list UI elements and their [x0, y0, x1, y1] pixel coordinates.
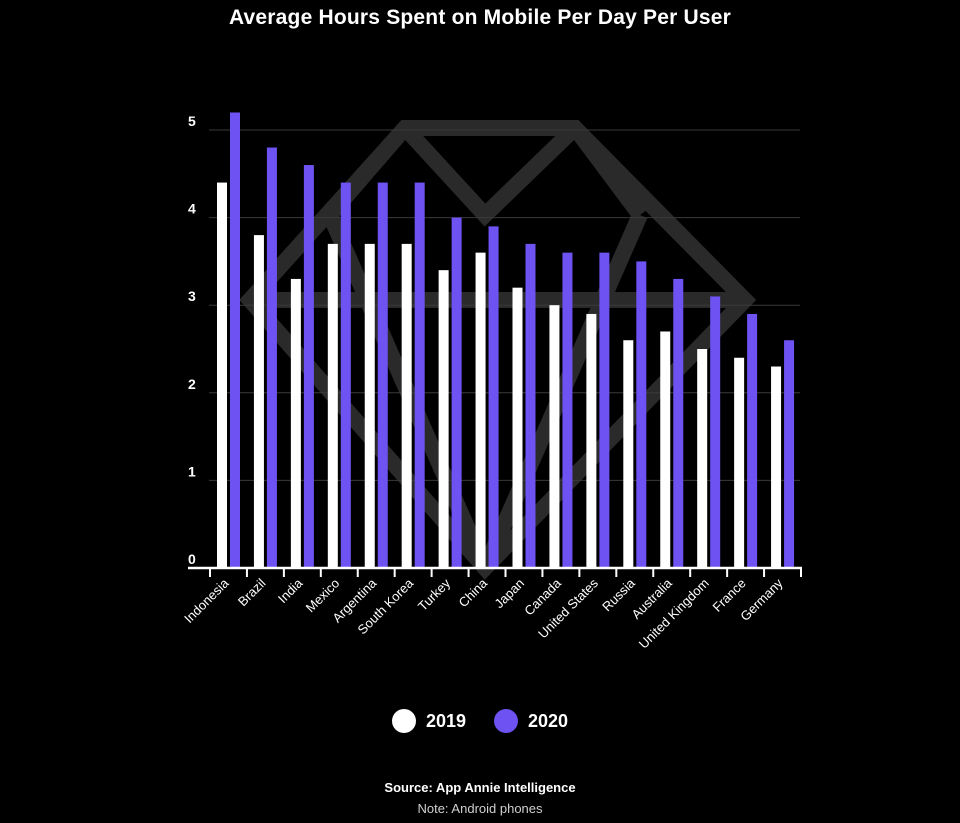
- bar-2020-brazil: [266, 147, 277, 568]
- chart-area: 0 1 2 3 4 5 Indonesia Brazil IndiaMexicoArgenti…: [181, 112, 802, 652]
- x-tick-label-china: China: [456, 575, 491, 610]
- bar-2019-canada: [549, 305, 560, 568]
- x-axis: [188, 566, 802, 577]
- bars: [217, 112, 795, 569]
- bar-2020-united-states: [599, 252, 610, 568]
- y-tick-label: 5: [188, 113, 196, 129]
- bar-2019-china: [475, 252, 486, 568]
- x-tick-label-indonesia: Indonesia: [181, 575, 232, 626]
- bar-2020-turkey: [451, 217, 462, 568]
- bar-2020-china: [488, 226, 499, 569]
- bar-2020-russia: [636, 261, 647, 568]
- watermark-stroke: [399, 122, 581, 227]
- legend-label-2020: 2020: [528, 710, 569, 731]
- legend-item-2019: 2019: [391, 709, 466, 733]
- x-axis-labels: Indonesia Brazil IndiaMexicoArgentinaSouth…: [181, 575, 786, 652]
- legend: 2019 2020: [0, 709, 960, 733]
- y-tick-label: 2: [188, 376, 196, 392]
- watermark-stroke: [568, 123, 647, 220]
- bar-2020-japan: [525, 243, 536, 568]
- bar-2019-indonesia: [217, 182, 227, 568]
- bar-2019-turkey: [438, 270, 449, 568]
- bar-2020-india: [303, 165, 314, 569]
- bar-2020-argentina: [377, 182, 388, 568]
- chart-title: Average Hours Spent on Mobile Per Day Pe…: [228, 6, 732, 29]
- bar-2020-united-kingdom: [710, 296, 721, 568]
- source-text: Source: App Annie Intelligence: [384, 780, 576, 795]
- bar-2020-france: [747, 313, 758, 568]
- legend-label-2019: 2019: [425, 710, 466, 731]
- bar-2020-germany: [784, 340, 795, 568]
- bar-2019-south-korea: [401, 243, 412, 568]
- bar-2019-russia: [623, 340, 634, 568]
- bar-2019-united-states: [586, 313, 597, 568]
- legend-swatch-2019: [391, 709, 416, 733]
- bar-2019-australia: [660, 331, 671, 568]
- bar-2019-mexico: [327, 243, 338, 568]
- bar-2019-brazil: [253, 235, 264, 568]
- y-tick-label: 0: [188, 551, 196, 567]
- y-axis-ticks: 0 1 2 3 4 5: [188, 113, 196, 567]
- bar-2019-india: [290, 278, 301, 568]
- bar-2019-germany: [771, 366, 782, 568]
- bar-2020-mexico: [340, 182, 351, 568]
- bar-2020-south-korea: [414, 182, 425, 568]
- legend-item-2020: 2020: [494, 709, 568, 733]
- bar-2019-japan: [512, 287, 523, 568]
- bar-2019-argentina: [364, 243, 375, 568]
- bar-2019-france: [734, 357, 745, 568]
- bar-2020-canada: [562, 252, 573, 568]
- y-tick-label: 3: [188, 288, 196, 304]
- x-tick-label-brazil: Brazil: [235, 575, 269, 609]
- x-tick-label-india: India: [275, 575, 306, 606]
- y-tick-label: 4: [188, 201, 196, 217]
- bar-2019-united-kingdom: [697, 349, 708, 568]
- bar-2020-australia: [673, 278, 684, 568]
- legend-swatch-2020: [494, 709, 518, 733]
- x-tick-label-turkey: Turkey: [415, 575, 454, 614]
- note-text: Note: Android phones: [417, 801, 543, 816]
- bar-2020-indonesia: [230, 112, 240, 568]
- y-tick-label: 1: [188, 463, 196, 479]
